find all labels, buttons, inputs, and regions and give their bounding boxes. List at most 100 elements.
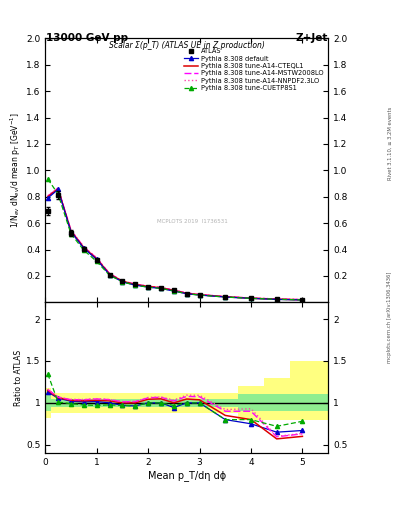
Pythia 8.308 default — [68, 229, 73, 235]
Pythia 8.308 tune-A14-CTEQL1 — [197, 292, 202, 298]
Pythia 8.308 tune-A14-CTEQL1 — [56, 186, 61, 192]
Pythia 8.308 tune-A14-NNPDF2.3LO — [274, 296, 279, 302]
Pythia 8.308 tune-A14-NNPDF2.3LO — [146, 283, 151, 289]
Text: MCPLOTS 2019  I1736531: MCPLOTS 2019 I1736531 — [157, 219, 228, 224]
Y-axis label: 1/N$_{ev}$ dN$_{ev}$/d mean p$_T$ [GeV$^{-1}$]: 1/N$_{ev}$ dN$_{ev}$/d mean p$_T$ [GeV$^… — [9, 113, 23, 228]
Pythia 8.308 default — [223, 294, 228, 300]
Pythia 8.308 tune-CUETP8S1 — [300, 297, 305, 303]
Pythia 8.308 tune-A14-CTEQL1 — [159, 285, 163, 291]
Pythia 8.308 default — [171, 288, 176, 294]
Pythia 8.308 tune-CUETP8S1 — [56, 191, 61, 197]
Pythia 8.308 default — [81, 245, 86, 251]
Legend: ATLAS, Pythia 8.308 default, Pythia 8.308 tune-A14-CTEQL1, Pythia 8.308 tune-A14: ATLAS, Pythia 8.308 default, Pythia 8.30… — [182, 47, 325, 92]
Pythia 8.308 tune-A14-NNPDF2.3LO — [46, 193, 50, 199]
Text: Rivet 3.1.10, ≥ 3.2M events: Rivet 3.1.10, ≥ 3.2M events — [387, 106, 392, 180]
Pythia 8.308 tune-A14-MSTW2008LO — [300, 296, 305, 303]
Pythia 8.308 tune-A14-CTEQL1 — [94, 255, 99, 262]
Pythia 8.308 tune-CUETP8S1 — [223, 294, 228, 300]
Pythia 8.308 tune-A14-NNPDF2.3LO — [68, 227, 73, 233]
Text: Scalar Σ(p_T) (ATLAS UE in Z production): Scalar Σ(p_T) (ATLAS UE in Z production) — [109, 41, 264, 50]
Pythia 8.308 tune-A14-MSTW2008LO — [146, 283, 151, 289]
Line: Pythia 8.308 tune-A14-MSTW2008LO: Pythia 8.308 tune-A14-MSTW2008LO — [48, 188, 303, 300]
Pythia 8.308 tune-A14-MSTW2008LO — [274, 296, 279, 302]
Pythia 8.308 tune-CUETP8S1 — [120, 279, 125, 285]
Pythia 8.308 tune-A14-MSTW2008LO — [107, 270, 112, 276]
Pythia 8.308 tune-A14-MSTW2008LO — [184, 290, 189, 296]
Pythia 8.308 tune-CUETP8S1 — [197, 292, 202, 298]
Y-axis label: Ratio to ATLAS: Ratio to ATLAS — [14, 350, 23, 406]
Pythia 8.308 tune-A14-CTEQL1 — [274, 296, 279, 302]
Line: Pythia 8.308 tune-A14-NNPDF2.3LO: Pythia 8.308 tune-A14-NNPDF2.3LO — [48, 188, 303, 300]
Pythia 8.308 tune-A14-NNPDF2.3LO — [81, 244, 86, 250]
Pythia 8.308 default — [159, 285, 163, 291]
Pythia 8.308 tune-CUETP8S1 — [46, 176, 50, 182]
Pythia 8.308 tune-CUETP8S1 — [133, 282, 138, 288]
Pythia 8.308 tune-A14-MSTW2008LO — [94, 255, 99, 261]
Pythia 8.308 tune-A14-MSTW2008LO — [120, 278, 125, 284]
Pythia 8.308 default — [120, 279, 125, 285]
Pythia 8.308 default — [197, 292, 202, 298]
Text: mcplots.cern.ch [arXiv:1306.3436]: mcplots.cern.ch [arXiv:1306.3436] — [387, 272, 392, 363]
Pythia 8.308 default — [94, 257, 99, 263]
Pythia 8.308 default — [184, 291, 189, 297]
Pythia 8.308 tune-A14-MSTW2008LO — [249, 295, 253, 301]
Pythia 8.308 tune-CUETP8S1 — [171, 288, 176, 294]
Pythia 8.308 tune-A14-MSTW2008LO — [68, 227, 73, 233]
Pythia 8.308 tune-A14-MSTW2008LO — [133, 281, 138, 287]
Line: Pythia 8.308 tune-CUETP8S1: Pythia 8.308 tune-CUETP8S1 — [46, 177, 305, 302]
Pythia 8.308 tune-A14-MSTW2008LO — [159, 285, 163, 291]
Pythia 8.308 tune-A14-NNPDF2.3LO — [56, 185, 61, 191]
Pythia 8.308 tune-CUETP8S1 — [107, 272, 112, 279]
Pythia 8.308 tune-A14-NNPDF2.3LO — [171, 287, 176, 293]
Pythia 8.308 tune-A14-CTEQL1 — [223, 294, 228, 300]
Text: Z+Jet: Z+Jet — [296, 33, 328, 44]
Pythia 8.308 tune-A14-CTEQL1 — [81, 244, 86, 250]
Pythia 8.308 tune-A14-NNPDF2.3LO — [133, 281, 138, 287]
Pythia 8.308 tune-CUETP8S1 — [274, 296, 279, 303]
Pythia 8.308 tune-A14-NNPDF2.3LO — [159, 284, 163, 290]
Pythia 8.308 tune-A14-NNPDF2.3LO — [94, 255, 99, 261]
Pythia 8.308 tune-A14-NNPDF2.3LO — [120, 278, 125, 284]
Pythia 8.308 tune-A14-CTEQL1 — [146, 284, 151, 290]
Pythia 8.308 tune-A14-CTEQL1 — [107, 271, 112, 277]
Pythia 8.308 tune-A14-NNPDF2.3LO — [249, 295, 253, 301]
Pythia 8.308 default — [274, 296, 279, 303]
Pythia 8.308 tune-A14-NNPDF2.3LO — [223, 293, 228, 300]
Pythia 8.308 tune-A14-CTEQL1 — [133, 282, 138, 288]
Pythia 8.308 tune-CUETP8S1 — [249, 295, 253, 302]
Line: Pythia 8.308 default: Pythia 8.308 default — [46, 187, 305, 302]
Pythia 8.308 tune-A14-CTEQL1 — [184, 290, 189, 296]
Pythia 8.308 tune-A14-CTEQL1 — [171, 287, 176, 293]
Pythia 8.308 tune-A14-CTEQL1 — [68, 228, 73, 234]
Line: Pythia 8.308 tune-A14-CTEQL1: Pythia 8.308 tune-A14-CTEQL1 — [48, 189, 303, 300]
Pythia 8.308 tune-CUETP8S1 — [94, 259, 99, 265]
X-axis label: Mean p_T/dη dϕ: Mean p_T/dη dϕ — [147, 470, 226, 481]
Pythia 8.308 tune-A14-MSTW2008LO — [197, 291, 202, 297]
Pythia 8.308 tune-A14-MSTW2008LO — [223, 293, 228, 300]
Pythia 8.308 default — [249, 295, 253, 302]
Pythia 8.308 tune-A14-MSTW2008LO — [81, 244, 86, 250]
Pythia 8.308 tune-A14-NNPDF2.3LO — [300, 296, 305, 303]
Pythia 8.308 tune-A14-CTEQL1 — [120, 278, 125, 284]
Pythia 8.308 tune-CUETP8S1 — [81, 247, 86, 253]
Pythia 8.308 tune-A14-NNPDF2.3LO — [107, 270, 112, 276]
Pythia 8.308 tune-A14-MSTW2008LO — [56, 185, 61, 191]
Pythia 8.308 tune-A14-NNPDF2.3LO — [184, 290, 189, 296]
Pythia 8.308 default — [133, 282, 138, 288]
Pythia 8.308 tune-A14-MSTW2008LO — [46, 193, 50, 199]
Pythia 8.308 default — [46, 195, 50, 201]
Pythia 8.308 tune-A14-MSTW2008LO — [171, 287, 176, 293]
Pythia 8.308 default — [107, 271, 112, 278]
Pythia 8.308 tune-CUETP8S1 — [146, 284, 151, 290]
Pythia 8.308 default — [56, 186, 61, 193]
Pythia 8.308 tune-CUETP8S1 — [184, 291, 189, 297]
Pythia 8.308 tune-A14-CTEQL1 — [300, 297, 305, 303]
Pythia 8.308 tune-CUETP8S1 — [68, 230, 73, 237]
Pythia 8.308 tune-A14-NNPDF2.3LO — [197, 291, 202, 297]
Pythia 8.308 default — [146, 284, 151, 290]
Pythia 8.308 tune-CUETP8S1 — [159, 285, 163, 291]
Text: 13000 GeV pp: 13000 GeV pp — [46, 33, 129, 44]
Pythia 8.308 tune-A14-CTEQL1 — [249, 295, 253, 301]
Pythia 8.308 tune-A14-CTEQL1 — [46, 194, 50, 200]
Pythia 8.308 default — [300, 297, 305, 303]
